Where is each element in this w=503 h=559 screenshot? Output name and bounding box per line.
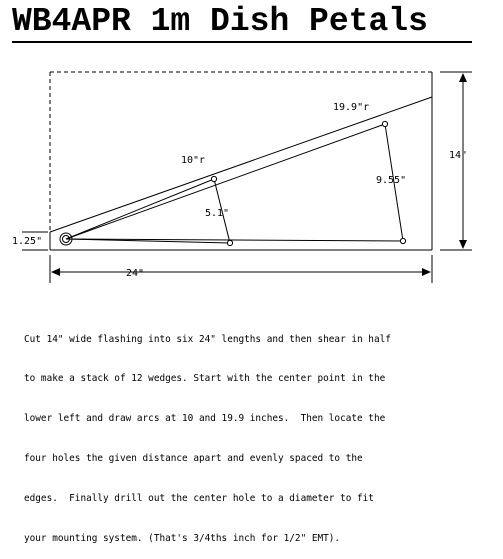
hole-inner-upper bbox=[210, 175, 218, 183]
instructions-line: four holes the given distance apart and … bbox=[24, 453, 363, 465]
instructions-line: lower left and draw arcs at 10 and 19.9 … bbox=[24, 413, 386, 425]
instructions-line: your mounting system. (That's 3/4ths inc… bbox=[24, 533, 341, 545]
hole-inner-lower bbox=[226, 239, 234, 247]
spacing-outer-label: 9.55" bbox=[376, 175, 406, 186]
radius-line-inner-lower bbox=[65, 238, 231, 244]
spacing-line-outer bbox=[384, 123, 404, 242]
corner-offset-label: 1.25" bbox=[12, 236, 42, 247]
arc-outer-label: 19.9"r bbox=[333, 102, 369, 113]
radius-line-inner-upper bbox=[65, 178, 215, 240]
spacing-line-inner bbox=[213, 178, 231, 244]
instructions-text: Cut 14" wide flashing into six 24" lengt… bbox=[24, 306, 500, 559]
instructions-line: edges. Finally drill out the center hole… bbox=[24, 493, 374, 505]
hole-outer-lower bbox=[399, 237, 407, 245]
arc-inner-label: 10"r bbox=[181, 155, 205, 166]
page-title: WB4APR 1m Dish Petals bbox=[12, 3, 428, 40]
radius-line-outer-lower bbox=[65, 238, 404, 242]
title-underline bbox=[12, 41, 472, 43]
petal-diagram: 19.9"r 10"r 9.55" 5.1" 14" 24" 1.25" bbox=[12, 71, 472, 283]
height-label: 14" bbox=[449, 150, 467, 161]
instructions-line: Cut 14" wide flashing into six 24" lengt… bbox=[24, 333, 391, 345]
hole-outer-upper bbox=[381, 120, 389, 128]
width-label: 24" bbox=[126, 268, 144, 279]
width-arrow-left bbox=[51, 268, 60, 276]
height-arrow-bottom bbox=[459, 240, 467, 249]
spacing-inner-label: 5.1" bbox=[205, 208, 229, 219]
radius-line-outer-upper bbox=[65, 123, 386, 240]
diagonal-cut-edge bbox=[49, 96, 433, 233]
height-arrow-top bbox=[459, 73, 467, 82]
instructions-line: to make a stack of 12 wedges. Start with… bbox=[24, 373, 386, 385]
width-arrow-right bbox=[422, 268, 431, 276]
